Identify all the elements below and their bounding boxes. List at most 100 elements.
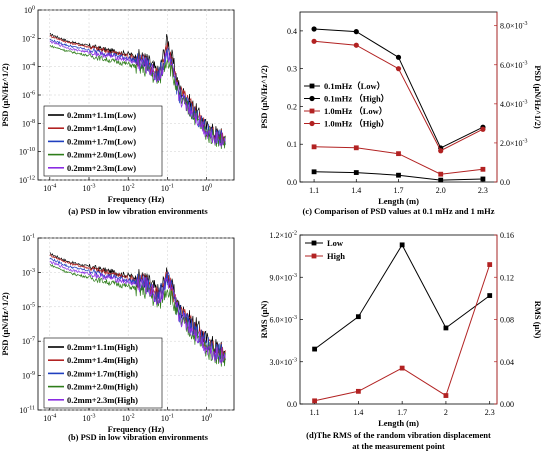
data-point bbox=[399, 365, 405, 371]
legend-label: 0.2mm+2.3m(High) bbox=[67, 395, 138, 405]
y-right-tick-label: 0.0 bbox=[500, 178, 510, 187]
x-tick-label: 100 bbox=[201, 184, 212, 194]
x-tick-label: 2.3 bbox=[478, 186, 488, 195]
data-point bbox=[312, 398, 317, 404]
data-point bbox=[438, 171, 444, 177]
legend-label: 0.2mm+1.7m(High) bbox=[67, 368, 138, 378]
data-point bbox=[480, 166, 486, 172]
y-tick-label: 10-4 bbox=[22, 62, 35, 72]
legend-marker bbox=[309, 108, 315, 114]
legend-label: High bbox=[327, 251, 345, 261]
y-tick-label: 10-2 bbox=[22, 34, 35, 44]
x-tick-label: 1.7 bbox=[394, 186, 404, 195]
y-tick-label: 6.0×10-3 bbox=[269, 315, 297, 325]
panel-caption: (a) PSD in low vibration environments bbox=[68, 206, 208, 216]
y-right-tick-label: 0.08 bbox=[500, 316, 514, 325]
legend-label: 0.2mm+2.0m(Low) bbox=[67, 150, 136, 160]
data-point bbox=[443, 325, 449, 331]
legend-label: 0.2mm+1.4m(High) bbox=[67, 355, 138, 365]
y-axis-label: PSD (μN/Hz^1/2) bbox=[0, 63, 10, 127]
x-tick-label: 1.4 bbox=[353, 408, 363, 417]
panel-c: 1.1 1.4 1.7 2.0 2.3 0.0 0.1 0.2 0.3 0.4 0.0 2.0×10-… bbox=[259, 11, 543, 216]
y-axis-label: RMS (μN) bbox=[259, 301, 269, 339]
panel-caption: (b) PSD in low vibration environments bbox=[68, 432, 209, 442]
y-tick-label: 10-9 bbox=[22, 371, 35, 381]
legend-label: 0.2mm+2.3m(Low) bbox=[67, 163, 136, 173]
y-tick-label: 3.0×10-3 bbox=[269, 357, 297, 367]
x-tick-label: 100 bbox=[201, 414, 212, 424]
legend-label: 0.2mm+1.7m(Low) bbox=[67, 136, 136, 146]
data-point bbox=[312, 346, 317, 352]
x-tick-label: 1.1 bbox=[309, 186, 319, 195]
legend-label: 0.2mm+2.0m(High) bbox=[67, 382, 138, 392]
y-tick-label: 0.0 bbox=[287, 178, 297, 187]
y-right-tick-label: 2.0×10-3 bbox=[500, 138, 528, 148]
y-right-tick-label: 4.0×10-3 bbox=[500, 99, 528, 109]
series-line bbox=[314, 146, 483, 175]
x-tick-label: 10-2 bbox=[122, 414, 135, 424]
x-tick-label: 2.3 bbox=[485, 408, 495, 417]
y-right-tick-label: 0.00 bbox=[500, 400, 514, 409]
legend-marker bbox=[309, 95, 315, 102]
data-point bbox=[353, 29, 359, 35]
y-tick-label: 0.4 bbox=[287, 27, 297, 36]
y-tick-label: 0.3 bbox=[287, 65, 297, 74]
y-tick-label: 0.0 bbox=[287, 400, 297, 409]
y-tick-label: 10-10 bbox=[19, 147, 35, 157]
x-axis-label: Frequency (Hz) bbox=[108, 194, 165, 204]
y-tick-label: 10-5 bbox=[22, 302, 35, 312]
panel-caption: (c) Comparison of PSD values at 0.1 mHz … bbox=[303, 206, 495, 216]
legend-marker bbox=[309, 120, 315, 127]
data-point bbox=[438, 177, 444, 183]
x-tick-label: 10-2 bbox=[122, 184, 135, 194]
data-point bbox=[396, 151, 401, 157]
legend-label: 1.0mHz （Low） bbox=[324, 106, 387, 116]
y-tick-label: 9.0×10-3 bbox=[269, 273, 297, 283]
legend-marker bbox=[311, 253, 317, 259]
series-line bbox=[49, 40, 226, 147]
data-point bbox=[353, 145, 359, 151]
data-point bbox=[311, 144, 317, 150]
legend-label: Low bbox=[327, 238, 344, 248]
series-line bbox=[49, 260, 226, 365]
y-right-tick-label: 0.16 bbox=[500, 231, 514, 240]
data-point bbox=[353, 170, 359, 175]
legend-label: 0.1mHz （High） bbox=[324, 94, 389, 104]
x-axis-label: Frequency (Hz) bbox=[108, 424, 165, 434]
y-tick-label: 10-11 bbox=[19, 406, 35, 416]
x-tick-label: 10-1 bbox=[161, 414, 174, 424]
y-tick-label: 10-8 bbox=[22, 119, 35, 129]
x-tick-label: 1.1 bbox=[310, 408, 320, 417]
y-tick-label: 10-3 bbox=[22, 268, 35, 278]
data-point bbox=[355, 388, 361, 394]
y-right-tick-label: 0.12 bbox=[500, 273, 514, 282]
legend-label: 1.0mHz （High） bbox=[324, 119, 389, 129]
x-tick-label: 10-3 bbox=[83, 184, 96, 194]
data-point bbox=[311, 169, 317, 175]
data-point bbox=[353, 42, 359, 48]
x-tick-label: 10-4 bbox=[43, 184, 56, 194]
x-tick-label: 10-1 bbox=[161, 184, 174, 194]
x-tick-label: 10-3 bbox=[83, 414, 96, 424]
y-tick-label: 1.2×10-2 bbox=[269, 231, 297, 241]
data-point bbox=[311, 38, 317, 44]
y-right-tick-label: 0.04 bbox=[500, 358, 514, 367]
panel-d: 1.1 1.4 1.7 2 2.3 0.0 3.0×10-3 6.0×10-3 9.0×10-3… bbox=[259, 231, 543, 452]
y-tick-label: 10-6 bbox=[22, 91, 35, 101]
y-tick-label: 10-12 bbox=[19, 176, 35, 186]
data-point bbox=[395, 54, 402, 60]
y-tick-label: 0.1 bbox=[287, 140, 297, 149]
data-point bbox=[480, 126, 486, 132]
legend-label: 0.2mm+1.4m(Low) bbox=[67, 123, 136, 133]
x-tick-label: 2 bbox=[444, 408, 448, 417]
data-point bbox=[438, 148, 444, 154]
data-point bbox=[487, 293, 493, 298]
panel-caption: (d)The RMS of the random vibration displ… bbox=[306, 430, 491, 440]
y-axis-label: PSD (μN/Hz^1/2) bbox=[0, 292, 10, 356]
data-point bbox=[399, 242, 405, 248]
series-line bbox=[314, 264, 491, 402]
x-tick-label: 10-4 bbox=[43, 414, 56, 424]
data-point bbox=[311, 26, 317, 32]
y-right-tick-label: 6.0×10-3 bbox=[500, 60, 528, 70]
